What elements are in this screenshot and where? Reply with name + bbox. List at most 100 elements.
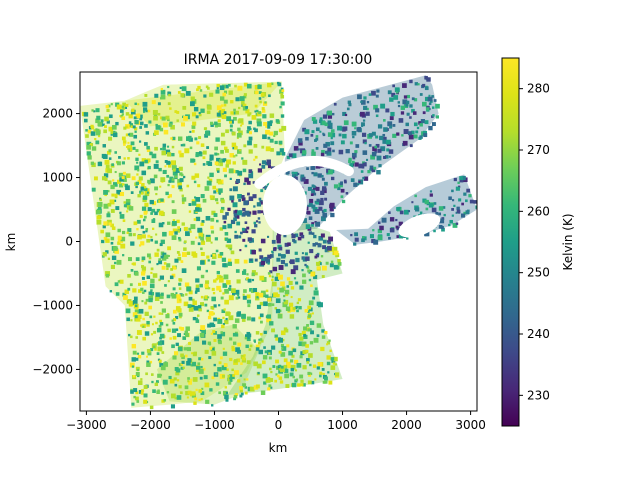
pixel [267, 82, 272, 88]
pixel [247, 113, 251, 117]
pixel [333, 184, 339, 189]
pixel [296, 362, 302, 368]
pixel [289, 372, 294, 377]
pixel [375, 143, 380, 148]
pixel [326, 341, 331, 345]
pixel [140, 186, 145, 191]
pixel [245, 334, 250, 339]
pixel [351, 152, 357, 158]
pixel [298, 306, 302, 310]
pixel [208, 178, 213, 183]
pixel [311, 189, 316, 194]
pixel [247, 278, 252, 283]
pixel [125, 198, 131, 204]
pixel [269, 254, 274, 258]
pixel [383, 119, 386, 122]
pixel [258, 111, 262, 115]
pixel [217, 180, 222, 185]
pixel [242, 207, 246, 212]
pixel [83, 112, 89, 117]
pixel [242, 159, 248, 165]
pixel [234, 230, 237, 234]
pixel [254, 128, 258, 133]
pixel [311, 312, 314, 315]
pixel [320, 255, 324, 258]
pixel [216, 105, 222, 111]
pixel [167, 85, 170, 89]
pixel [130, 191, 134, 194]
pixel [222, 292, 225, 295]
pixel [393, 95, 399, 100]
pixel [175, 292, 178, 295]
pixel [190, 304, 195, 310]
pixel [216, 122, 221, 127]
pixel [277, 274, 283, 280]
pixel [136, 228, 139, 231]
pixel [260, 339, 264, 343]
pixel [262, 134, 267, 140]
pixel [261, 145, 265, 149]
pixel [143, 215, 147, 219]
y-tick-label: −2000 [32, 362, 73, 376]
pixel [335, 372, 340, 377]
pixel [227, 207, 231, 211]
pixel [108, 222, 112, 226]
pixel [448, 196, 452, 200]
pixel [284, 368, 289, 373]
pixel [269, 367, 272, 371]
pixel [260, 189, 264, 193]
pixel [322, 133, 326, 137]
pixel [207, 341, 212, 345]
pixel [242, 168, 247, 173]
pixel [122, 219, 126, 222]
pixel [114, 171, 117, 174]
pixel [326, 245, 332, 251]
pixel [169, 107, 172, 110]
pixel [243, 269, 247, 273]
pixel [189, 230, 192, 233]
pixel [330, 212, 335, 218]
pixel [219, 85, 225, 91]
pixel [340, 188, 345, 193]
pixel [254, 104, 258, 108]
pixel [215, 249, 219, 253]
pixel [208, 311, 214, 316]
pixel [161, 116, 166, 121]
pixel [417, 83, 420, 86]
pixel [150, 289, 153, 292]
pixel [293, 359, 299, 365]
pixel [265, 129, 270, 135]
pixel [419, 135, 423, 139]
pixel [332, 362, 336, 365]
pixel [237, 311, 242, 315]
pixel [362, 150, 368, 155]
pixel [142, 317, 145, 321]
pixel [312, 364, 317, 368]
pixel [465, 199, 468, 203]
pixel [178, 326, 182, 330]
pixel [104, 177, 108, 182]
pixel [275, 119, 280, 123]
pixel [224, 319, 229, 325]
pixel [187, 390, 192, 395]
pixel [388, 236, 391, 240]
pixel [266, 317, 271, 323]
pixel [140, 378, 143, 381]
pixel [244, 336, 248, 340]
pixel [133, 134, 138, 139]
pixel [223, 308, 226, 311]
pixel [258, 248, 262, 252]
pixel [224, 232, 229, 236]
pixel [314, 378, 317, 381]
pixel [280, 281, 285, 287]
pixel [273, 130, 278, 136]
pixel [361, 165, 365, 169]
pixel [148, 291, 152, 295]
pixel [222, 316, 225, 319]
pixel [110, 131, 114, 135]
pixel [141, 265, 145, 269]
pixel [126, 231, 129, 234]
pixel [149, 360, 153, 364]
pixel [280, 254, 286, 259]
pixel [263, 122, 268, 126]
